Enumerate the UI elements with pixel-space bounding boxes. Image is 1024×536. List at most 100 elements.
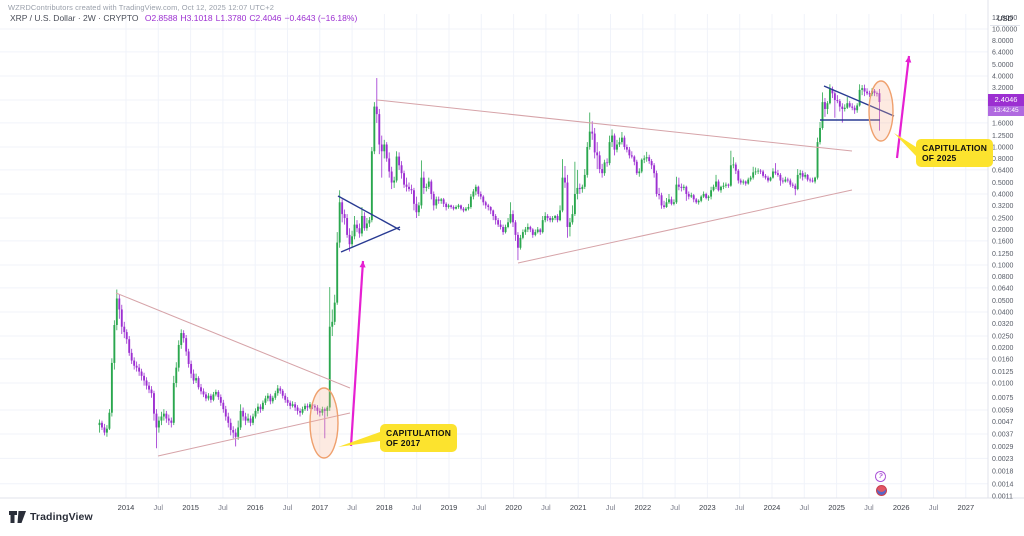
time-label: 2024: [764, 503, 781, 512]
candle-body: [685, 186, 688, 194]
candle-body: [385, 144, 388, 159]
tradingview-logo[interactable]: TradingView: [9, 511, 93, 523]
candle-body: [388, 158, 391, 172]
triangle_2018_lower[interactable]: [517, 189, 853, 264]
price-tick-label: 10.0000: [992, 27, 1017, 34]
candle-body: [539, 229, 542, 233]
candle-body: [234, 432, 237, 437]
candle-body: [170, 420, 173, 423]
open-value: O2.8588: [144, 13, 178, 23]
candle-body: [348, 234, 351, 245]
time-label: 2014: [118, 503, 135, 512]
ellipse_2017[interactable]: [309, 387, 339, 459]
candle-body: [160, 416, 163, 421]
callout-capitulation-2017[interactable]: CAPITULATION OF 2017: [380, 424, 458, 452]
candle-body: [261, 402, 264, 410]
candle-body: [821, 102, 824, 128]
candle-body: [237, 427, 240, 437]
price-tick-label: 0.0100: [992, 381, 1014, 388]
candle-body: [841, 106, 844, 109]
candle-body: [764, 175, 767, 178]
candle-body: [848, 103, 851, 107]
candle-body: [165, 413, 168, 419]
triangle_2018_upper[interactable]: [376, 99, 853, 152]
price-axis[interactable]: 12.5000 10.0000 8.0000 6.4000 5.0000 4.0000 3.…: [992, 15, 1017, 501]
pennant_2017_lower[interactable]: [340, 226, 401, 253]
time-label: 2020: [505, 503, 522, 512]
candle-body: [276, 388, 279, 394]
candle-body: [353, 224, 356, 237]
bar-countdown-label: 13:42:45: [988, 106, 1024, 116]
candle-body: [781, 180, 784, 182]
candle-body: [786, 179, 789, 181]
candle-body: [878, 93, 881, 103]
candle-body: [157, 420, 160, 428]
candle-body: [197, 378, 200, 388]
candle-body: [833, 93, 836, 101]
candle-body: [316, 407, 319, 411]
pennant_2017_upper[interactable]: [337, 195, 401, 231]
candle-body: [192, 373, 195, 381]
candle-body: [799, 173, 802, 175]
candle-body: [712, 186, 715, 191]
ellipse_2025[interactable]: [868, 80, 894, 142]
candle-body: [650, 161, 653, 166]
candle-body: [705, 193, 708, 198]
low-value: L1.3780: [215, 13, 247, 23]
callout-capitulation-2025[interactable]: CAPITULATION OF 2025: [916, 139, 994, 167]
candle-body: [373, 106, 376, 152]
candle-body: [242, 410, 245, 417]
sticker-red-icon[interactable]: [876, 485, 887, 496]
candle-body: [430, 181, 433, 194]
candle-body: [313, 405, 316, 408]
candle-body: [720, 186, 722, 191]
candle-body: [140, 371, 143, 376]
pennant_2025_upper[interactable]: [823, 85, 895, 117]
candle-body: [512, 214, 514, 223]
candle-body: [638, 171, 641, 174]
price-tick-label: 0.5000: [992, 180, 1014, 187]
candle-body: [660, 195, 663, 206]
candle-body: [779, 174, 782, 181]
candle-body: [257, 406, 259, 411]
candle-body: [445, 203, 448, 208]
candle-body: [162, 413, 165, 417]
price-tick-label: 5.0000: [992, 62, 1014, 69]
candle-body: [249, 418, 252, 423]
arrow_2017[interactable]: [349, 260, 365, 447]
candle-body: [531, 229, 534, 235]
candle-body: [464, 208, 467, 211]
candle-body: [346, 218, 349, 235]
wedge_2014_lower[interactable]: [157, 412, 351, 457]
arrow_2025[interactable]: [895, 55, 911, 159]
candle-body: [606, 162, 609, 164]
candle-body: [645, 157, 648, 159]
candle-body: [658, 193, 661, 196]
time-axis[interactable]: 2014 Jul 2015 Jul 2016 Jul 2017 Jul 2018 Jul 2019 J…: [118, 503, 974, 512]
candle-body: [744, 181, 747, 184]
candle-body: [655, 173, 658, 194]
candle-body: [182, 333, 185, 339]
candle-body: [707, 196, 710, 198]
candle-body: [873, 90, 876, 94]
candle-body: [214, 391, 217, 395]
candle-body: [487, 205, 490, 208]
candle-body: [343, 214, 346, 219]
symbol-title[interactable]: XRP / U.S. Dollar · 2W · CRYPTO: [10, 13, 139, 23]
wedge_2014_upper[interactable]: [115, 292, 351, 389]
price-axis-unit[interactable]: USD: [990, 14, 1020, 26]
price-tick-label: 0.0037: [992, 431, 1014, 438]
time-label: Jul: [154, 503, 164, 512]
candle-body: [321, 409, 324, 413]
price-tick-label: 0.4000: [992, 191, 1014, 198]
candle-body: [561, 177, 564, 211]
candle-body: [549, 218, 552, 221]
candle-body: [259, 406, 262, 410]
candle-body: [824, 102, 826, 109]
candle-body: [507, 222, 509, 227]
time-label: Jul: [412, 503, 422, 512]
candle-body: [635, 161, 638, 174]
candle-body: [620, 137, 623, 143]
candle-body: [427, 181, 430, 187]
